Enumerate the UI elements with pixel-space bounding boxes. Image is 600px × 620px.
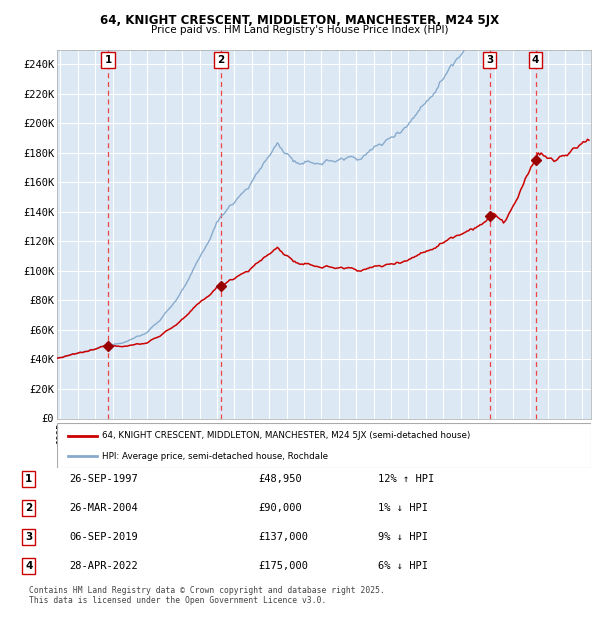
Text: 3: 3 [486, 55, 493, 65]
Text: 1: 1 [104, 55, 112, 65]
Text: 12% ↑ HPI: 12% ↑ HPI [378, 474, 434, 484]
Text: £48,950: £48,950 [258, 474, 302, 484]
Text: 1% ↓ HPI: 1% ↓ HPI [378, 503, 428, 513]
Text: 64, KNIGHT CRESCENT, MIDDLETON, MANCHESTER, M24 5JX (semi-detached house): 64, KNIGHT CRESCENT, MIDDLETON, MANCHEST… [103, 431, 471, 440]
Text: 06-SEP-2019: 06-SEP-2019 [69, 532, 138, 542]
Text: 64, KNIGHT CRESCENT, MIDDLETON, MANCHESTER, M24 5JX: 64, KNIGHT CRESCENT, MIDDLETON, MANCHEST… [100, 14, 500, 27]
Text: 26-SEP-1997: 26-SEP-1997 [69, 474, 138, 484]
Text: 28-APR-2022: 28-APR-2022 [69, 561, 138, 571]
Text: £90,000: £90,000 [258, 503, 302, 513]
Text: 1: 1 [25, 474, 32, 484]
Text: Contains HM Land Registry data © Crown copyright and database right 2025.
This d: Contains HM Land Registry data © Crown c… [29, 586, 385, 605]
Text: 3: 3 [25, 532, 32, 542]
Text: £137,000: £137,000 [258, 532, 308, 542]
Text: 26-MAR-2004: 26-MAR-2004 [69, 503, 138, 513]
Text: HPI: Average price, semi-detached house, Rochdale: HPI: Average price, semi-detached house,… [103, 451, 328, 461]
Text: £175,000: £175,000 [258, 561, 308, 571]
Text: 2: 2 [217, 55, 224, 65]
Text: 2: 2 [25, 503, 32, 513]
Text: 9% ↓ HPI: 9% ↓ HPI [378, 532, 428, 542]
Text: 4: 4 [25, 561, 32, 571]
Text: 4: 4 [532, 55, 539, 65]
Text: 6% ↓ HPI: 6% ↓ HPI [378, 561, 428, 571]
Text: Price paid vs. HM Land Registry's House Price Index (HPI): Price paid vs. HM Land Registry's House … [151, 25, 449, 35]
